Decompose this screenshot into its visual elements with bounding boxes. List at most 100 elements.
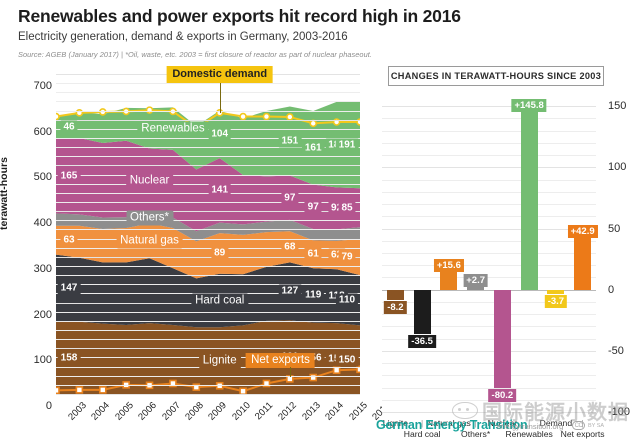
- bar-renewables: [520, 111, 538, 290]
- x-axis-tick: 2013: [300, 400, 323, 423]
- marker-domestic-demand: [309, 119, 318, 128]
- gridline-minor: [382, 301, 596, 303]
- bar-value-label: +42.9: [567, 225, 598, 239]
- gridline-major: [382, 350, 596, 352]
- y-axis-tick: 100: [608, 161, 627, 174]
- gridline-minor: [382, 216, 596, 218]
- bar-value-label: -3.7: [544, 295, 568, 309]
- bar-lignite: [386, 289, 404, 300]
- gridline-minor: [56, 375, 360, 377]
- y-axis-tick: 400: [33, 217, 52, 230]
- gridline-major: [382, 228, 596, 230]
- bar-category-label: Net exports: [560, 429, 605, 439]
- bar-others: [467, 286, 485, 290]
- gridline-minor: [56, 384, 360, 386]
- marker-net-exports: [98, 386, 107, 394]
- marker-net-exports: [75, 386, 84, 394]
- value-label: 110: [335, 293, 359, 307]
- x-axis-tick: 2005: [112, 400, 136, 423]
- gridline-minor: [56, 183, 360, 185]
- value-label: 151: [278, 134, 302, 148]
- bar-category-label: Others*: [461, 429, 491, 439]
- gridline-minor: [56, 339, 360, 341]
- page-subtitle: Electricity generation, demand & exports…: [18, 31, 348, 43]
- x-axis-tick: 2011: [253, 400, 276, 423]
- value-label: 191: [335, 138, 359, 152]
- gridline-minor: [382, 277, 596, 279]
- marker-net-exports: [262, 379, 271, 388]
- x-axis-tick: 2010: [229, 400, 253, 423]
- bar-value-label: +15.6: [433, 258, 464, 272]
- gridline-major: [56, 211, 360, 213]
- bar-chart-title: CHANGES IN TERAWATT-HOURS SINCE 2003: [388, 66, 604, 86]
- x-axis-tick: 2012: [276, 400, 300, 423]
- value-label: 161: [301, 141, 325, 155]
- marker-domestic-demand: [262, 112, 271, 121]
- value-label: 46: [60, 120, 78, 134]
- gridline-minor: [56, 247, 360, 249]
- value-label: 85: [338, 201, 356, 215]
- series-label-natural-gas: Natural gas: [116, 233, 183, 249]
- chart-header: Renewables and power exports hit record …: [18, 6, 628, 59]
- generation-area-chart: terawatt-hours 0 100 200 300 400 500 600 700 200…: [0, 62, 393, 423]
- x-axis-tick: 2006: [136, 400, 160, 423]
- gridline-minor: [382, 142, 596, 144]
- category-separator: |: [474, 418, 477, 428]
- gridline-minor: [56, 266, 360, 267]
- gridline-minor: [56, 330, 360, 331]
- gridline-minor: [382, 375, 596, 377]
- gridline-minor: [382, 326, 596, 328]
- y-axis-tick: 600: [33, 125, 52, 138]
- marker-net-exports: [332, 366, 341, 375]
- net-exports-callout: Net exports: [246, 352, 315, 368]
- gridline-minor: [382, 265, 596, 267]
- y-axis-tick: 150: [608, 100, 627, 113]
- gridline-minor: [56, 138, 360, 139]
- bar-hard-coal: [413, 289, 431, 335]
- value-label: 141: [208, 183, 232, 197]
- series-label-lignite: Lignite: [198, 353, 241, 369]
- gridline-minor: [382, 130, 596, 132]
- callout-stem: [289, 366, 291, 377]
- gridline-minor: [56, 92, 360, 94]
- marker-net-exports: [309, 373, 318, 382]
- gridline-minor: [382, 191, 596, 193]
- zero-line: [382, 289, 596, 291]
- gridline-minor: [382, 338, 596, 340]
- gridline-major: [56, 165, 360, 167]
- series-label-others: Others*: [126, 210, 174, 226]
- gridline-minor: [382, 155, 596, 157]
- value-label: 89: [211, 246, 229, 260]
- y-axis-tick: 100: [33, 354, 52, 367]
- changes-bar-chart: CHANGES IN TERAWATT-HOURS SINCE 2003 150…: [374, 62, 642, 439]
- gridline-minor: [56, 284, 360, 286]
- value-label: 147: [57, 281, 81, 295]
- value-label: 68: [281, 240, 299, 254]
- value-label: 127: [278, 284, 302, 298]
- marker-domestic-demand: [56, 112, 60, 121]
- marker-net-exports: [239, 387, 247, 394]
- bar-value-label: -8.2: [384, 300, 407, 314]
- gridline-major: [56, 119, 360, 121]
- domestic-demand-callout: Domestic demand: [166, 66, 274, 83]
- marker-net-exports: [56, 386, 60, 394]
- category-separator: |: [421, 418, 424, 428]
- series-label-renewables: Renewables: [137, 121, 209, 137]
- value-label: 150: [335, 353, 359, 367]
- gridline-minor: [382, 204, 596, 206]
- value-label: 79: [338, 250, 356, 264]
- area-series-renewables: [56, 100, 360, 189]
- bar-category-label: Natural gas: [426, 418, 471, 428]
- source-note: Source: AGEB (January 2017) | *Oil, wast…: [18, 50, 372, 59]
- x-axis-tick: 2008: [183, 400, 206, 423]
- y-axis-tick: 200: [33, 308, 52, 321]
- bar-net-exports: [574, 237, 592, 290]
- gridline-minor: [56, 220, 360, 222]
- cc-icon: CC: [572, 421, 585, 430]
- bar-category-label: Renewables: [505, 429, 553, 439]
- bar-value-label: +145.8: [511, 99, 547, 113]
- gridline-minor: [382, 240, 596, 242]
- gridline-minor: [382, 387, 596, 389]
- gridline-minor: [56, 110, 360, 112]
- gridline-minor: [56, 83, 360, 85]
